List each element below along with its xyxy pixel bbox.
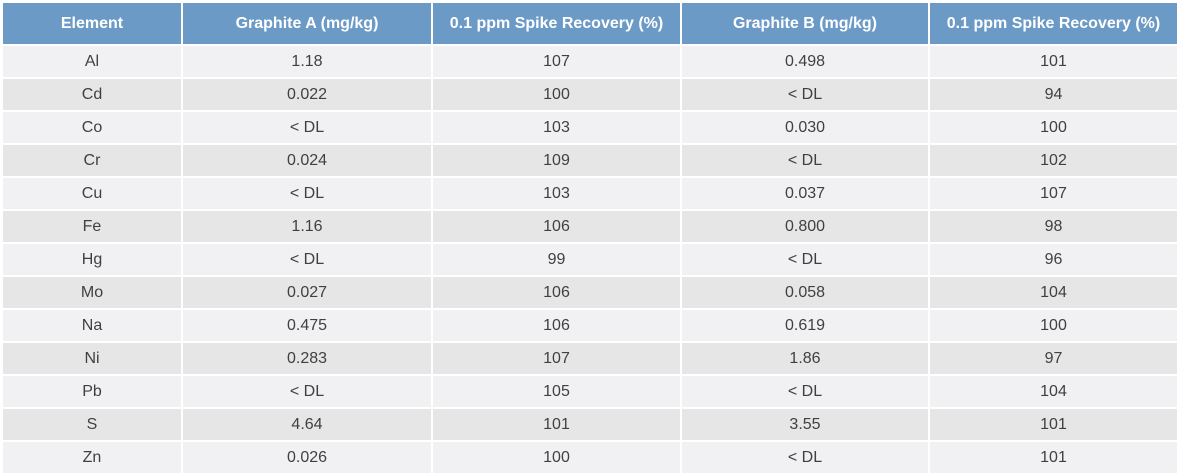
cell-graphite-a: 0.024 xyxy=(183,145,431,176)
cell-spike-recovery-b: 101 xyxy=(930,409,1177,440)
cell-graphite-b: < DL xyxy=(682,376,928,407)
table-row: Na 0.475 106 0.619 100 xyxy=(3,310,1177,341)
table-row: Mo 0.027 106 0.058 104 xyxy=(3,277,1177,308)
cell-graphite-a: 0.026 xyxy=(183,442,431,473)
cell-element: Mo xyxy=(3,277,181,308)
cell-element: Cr xyxy=(3,145,181,176)
cell-graphite-b: 3.55 xyxy=(682,409,928,440)
cell-element: Al xyxy=(3,46,181,77)
cell-spike-recovery-a: 105 xyxy=(433,376,680,407)
table-row: S 4.64 101 3.55 101 xyxy=(3,409,1177,440)
table-row: Co < DL 103 0.030 100 xyxy=(3,112,1177,143)
cell-graphite-b: 0.619 xyxy=(682,310,928,341)
cell-graphite-a: 0.283 xyxy=(183,343,431,374)
cell-spike-recovery-b: 101 xyxy=(930,46,1177,77)
cell-graphite-a: 1.18 xyxy=(183,46,431,77)
cell-graphite-b: < DL xyxy=(682,79,928,110)
cell-spike-recovery-b: 100 xyxy=(930,112,1177,143)
header-element: Element xyxy=(3,3,181,44)
cell-element: Pb xyxy=(3,376,181,407)
header-graphite-a: Graphite A (mg/kg) xyxy=(183,3,431,44)
cell-spike-recovery-a: 106 xyxy=(433,277,680,308)
cell-graphite-b: 0.498 xyxy=(682,46,928,77)
cell-graphite-b: 0.800 xyxy=(682,211,928,242)
cell-spike-recovery-b: 94 xyxy=(930,79,1177,110)
cell-spike-recovery-b: 98 xyxy=(930,211,1177,242)
cell-graphite-b: < DL xyxy=(682,145,928,176)
cell-spike-recovery-b: 97 xyxy=(930,343,1177,374)
table-body: Al 1.18 107 0.498 101 Cd 0.022 100 < DL 94 Co < DL 1… xyxy=(3,46,1177,473)
cell-spike-recovery-b: 104 xyxy=(930,277,1177,308)
cell-element: Hg xyxy=(3,244,181,275)
cell-spike-recovery-b: 104 xyxy=(930,376,1177,407)
cell-spike-recovery-a: 101 xyxy=(433,409,680,440)
cell-spike-recovery-a: 107 xyxy=(433,343,680,374)
table-row: Ni 0.283 107 1.86 97 xyxy=(3,343,1177,374)
cell-graphite-b: 0.030 xyxy=(682,112,928,143)
cell-spike-recovery-a: 100 xyxy=(433,79,680,110)
header-spike-recovery-a: 0.1 ppm Spike Recovery (%) xyxy=(433,3,680,44)
cell-element: Na xyxy=(3,310,181,341)
cell-graphite-a: < DL xyxy=(183,112,431,143)
cell-graphite-b: < DL xyxy=(682,442,928,473)
cell-graphite-a: 4.64 xyxy=(183,409,431,440)
cell-graphite-a: 0.027 xyxy=(183,277,431,308)
cell-element: Zn xyxy=(3,442,181,473)
table-row: Cd 0.022 100 < DL 94 xyxy=(3,79,1177,110)
table-row: Al 1.18 107 0.498 101 xyxy=(3,46,1177,77)
cell-graphite-a: 0.022 xyxy=(183,79,431,110)
cell-element: Cd xyxy=(3,79,181,110)
cell-element: Fe xyxy=(3,211,181,242)
table-row: Fe 1.16 106 0.800 98 xyxy=(3,211,1177,242)
cell-graphite-a: 1.16 xyxy=(183,211,431,242)
cell-graphite-a: < DL xyxy=(183,244,431,275)
results-table-container: Element Graphite A (mg/kg) 0.1 ppm Spike… xyxy=(3,3,1177,473)
cell-spike-recovery-a: 103 xyxy=(433,112,680,143)
header-spike-recovery-b: 0.1 ppm Spike Recovery (%) xyxy=(930,3,1177,44)
table-row: Cu < DL 103 0.037 107 xyxy=(3,178,1177,209)
cell-spike-recovery-a: 106 xyxy=(433,310,680,341)
cell-graphite-a: 0.475 xyxy=(183,310,431,341)
cell-graphite-b: 0.037 xyxy=(682,178,928,209)
cell-spike-recovery-a: 107 xyxy=(433,46,680,77)
table-row: Hg < DL 99 < DL 96 xyxy=(3,244,1177,275)
cell-graphite-b: < DL xyxy=(682,244,928,275)
cell-spike-recovery-a: 106 xyxy=(433,211,680,242)
cell-spike-recovery-a: 100 xyxy=(433,442,680,473)
table-row: Cr 0.024 109 < DL 102 xyxy=(3,145,1177,176)
cell-spike-recovery-a: 109 xyxy=(433,145,680,176)
cell-spike-recovery-a: 99 xyxy=(433,244,680,275)
cell-spike-recovery-b: 102 xyxy=(930,145,1177,176)
cell-spike-recovery-a: 103 xyxy=(433,178,680,209)
cell-graphite-a: < DL xyxy=(183,178,431,209)
cell-spike-recovery-b: 96 xyxy=(930,244,1177,275)
cell-element: Co xyxy=(3,112,181,143)
cell-spike-recovery-b: 101 xyxy=(930,442,1177,473)
cell-element: Cu xyxy=(3,178,181,209)
cell-element: S xyxy=(3,409,181,440)
table-row: Zn 0.026 100 < DL 101 xyxy=(3,442,1177,473)
cell-graphite-a: < DL xyxy=(183,376,431,407)
cell-graphite-b: 1.86 xyxy=(682,343,928,374)
cell-spike-recovery-b: 100 xyxy=(930,310,1177,341)
header-row: Element Graphite A (mg/kg) 0.1 ppm Spike… xyxy=(3,3,1177,44)
cell-element: Ni xyxy=(3,343,181,374)
cell-spike-recovery-b: 107 xyxy=(930,178,1177,209)
header-graphite-b: Graphite B (mg/kg) xyxy=(682,3,928,44)
cell-graphite-b: 0.058 xyxy=(682,277,928,308)
table-row: Pb < DL 105 < DL 104 xyxy=(3,376,1177,407)
